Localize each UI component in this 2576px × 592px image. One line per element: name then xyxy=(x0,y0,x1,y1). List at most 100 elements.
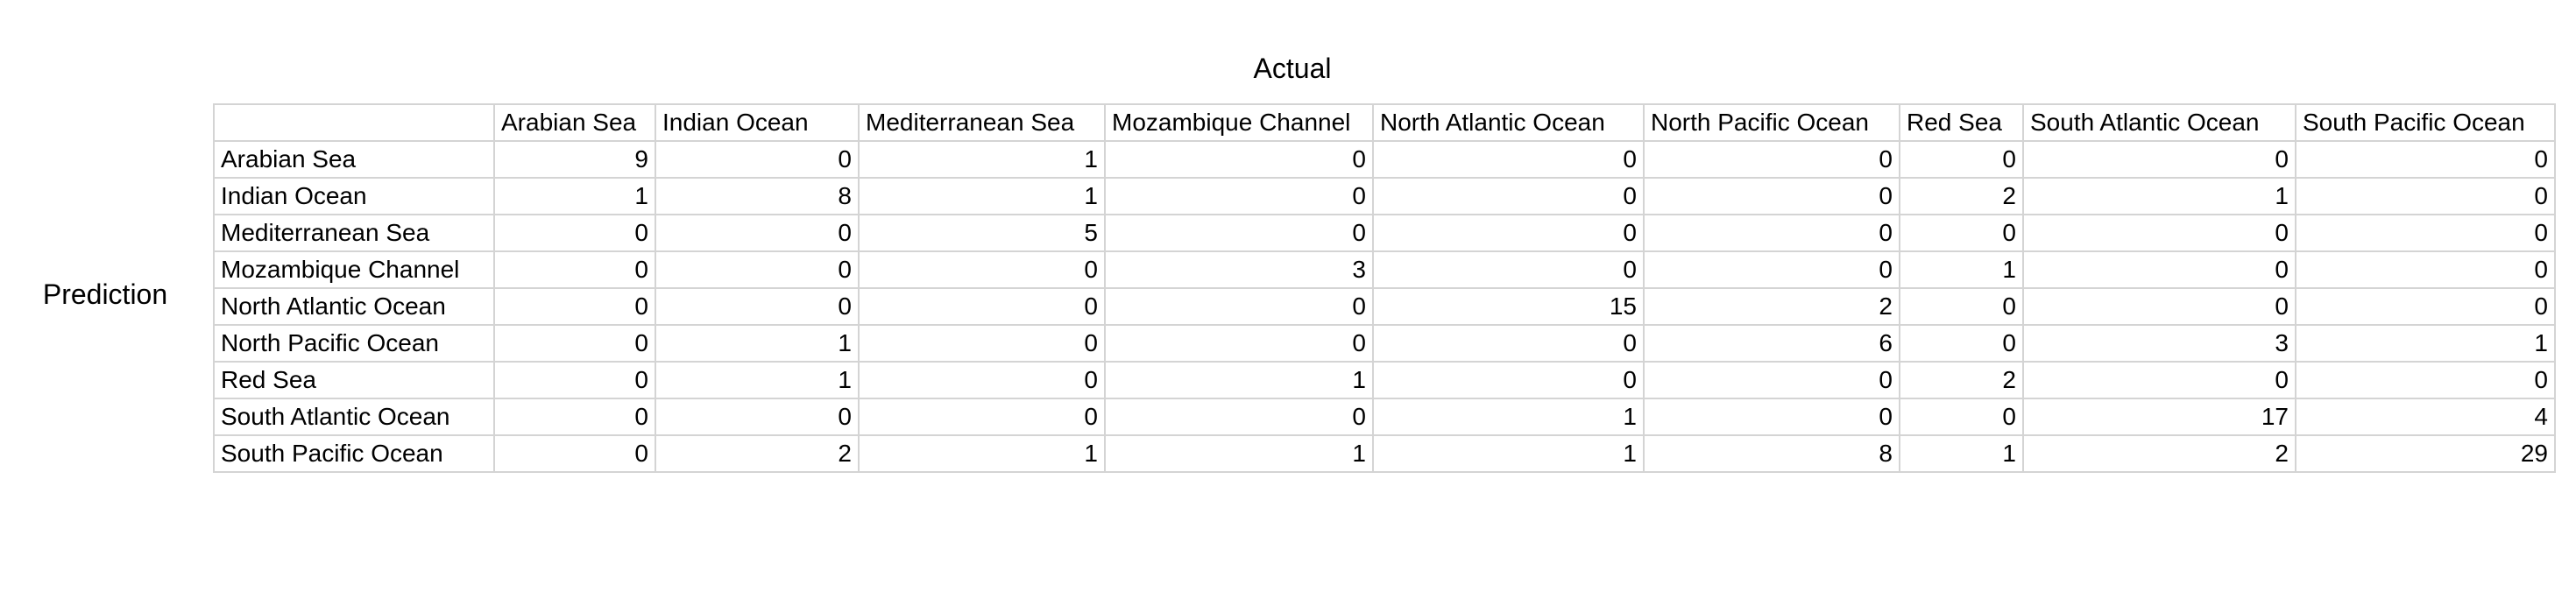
matrix-cell: 0 xyxy=(655,398,860,436)
matrix-cell: 1 xyxy=(1104,361,1374,399)
corner-cell xyxy=(213,103,495,142)
matrix-cell: 0 xyxy=(858,398,1106,436)
matrix-cell: 1 xyxy=(655,324,860,363)
matrix-cell: 0 xyxy=(1372,177,1645,215)
row-header: North Atlantic Ocean xyxy=(213,287,495,326)
matrix-cell: 0 xyxy=(1643,250,1900,289)
matrix-cell: 1 xyxy=(858,177,1106,215)
column-header: Indian Ocean xyxy=(655,103,860,142)
matrix-cell: 6 xyxy=(1643,324,1900,363)
column-header: Arabian Sea xyxy=(493,103,656,142)
row-header: North Pacific Ocean xyxy=(213,324,495,363)
matrix-cell: 2 xyxy=(1899,361,2024,399)
column-axis-label: Actual xyxy=(1253,53,1332,84)
matrix-cell: 1 xyxy=(2022,177,2296,215)
matrix-cell: 0 xyxy=(2295,250,2556,289)
matrix-cell: 1 xyxy=(493,177,656,215)
matrix-cell: 0 xyxy=(1104,177,1374,215)
matrix-cell: 3 xyxy=(2022,324,2296,363)
matrix-cell: 0 xyxy=(2022,287,2296,326)
matrix-cell: 17 xyxy=(2022,398,2296,436)
matrix-cell: 1 xyxy=(858,140,1106,179)
row-header: South Atlantic Ocean xyxy=(213,398,495,436)
matrix-cell: 0 xyxy=(1104,324,1374,363)
matrix-body: Arabian Sea 9 0 1 0 0 0 0 0 0 Indian Ocean 1 8 1 0 0 0 2 1… xyxy=(213,140,2556,473)
matrix-cell: 0 xyxy=(1899,140,2024,179)
matrix-cell: 0 xyxy=(2295,214,2556,252)
column-header: Red Sea xyxy=(1899,103,2024,142)
matrix-cell: 15 xyxy=(1372,287,1645,326)
matrix-cell: 0 xyxy=(2022,361,2296,399)
table-row: North Atlantic Ocean 0 0 0 0 15 2 0 0 0 xyxy=(213,287,2556,326)
row-header: Red Sea xyxy=(213,361,495,399)
matrix-cell: 29 xyxy=(2295,434,2556,473)
matrix-cell: 1 xyxy=(1104,434,1374,473)
matrix-cell: 1 xyxy=(1372,434,1645,473)
matrix-cell: 0 xyxy=(858,324,1106,363)
matrix-cell: 1 xyxy=(858,434,1106,473)
matrix-cell: 0 xyxy=(1643,214,1900,252)
matrix-cell: 0 xyxy=(1899,287,2024,326)
matrix-cell: 1 xyxy=(1899,434,2024,473)
matrix-cell: 0 xyxy=(493,250,656,289)
matrix-cell: 0 xyxy=(493,324,656,363)
matrix-cell: 0 xyxy=(1104,398,1374,436)
matrix-cell: 0 xyxy=(2022,250,2296,289)
matrix-cell: 0 xyxy=(493,361,656,399)
matrix-cell: 5 xyxy=(858,214,1106,252)
matrix-cell: 0 xyxy=(2295,140,2556,179)
matrix-cell: 8 xyxy=(1643,434,1900,473)
column-header: South Atlantic Ocean xyxy=(2022,103,2296,142)
matrix-cell: 0 xyxy=(655,140,860,179)
matrix-cell: 0 xyxy=(1372,250,1645,289)
matrix-cell: 0 xyxy=(858,250,1106,289)
matrix-cell: 0 xyxy=(655,250,860,289)
matrix-cell: 1 xyxy=(2295,324,2556,363)
row-header: Mozambique Channel xyxy=(213,250,495,289)
table-row: Mediterranean Sea 0 0 5 0 0 0 0 0 0 xyxy=(213,214,2556,252)
matrix-cell: 1 xyxy=(1899,250,2024,289)
matrix-cell: 2 xyxy=(1643,287,1900,326)
matrix-cell: 0 xyxy=(493,287,656,326)
matrix-cell: 0 xyxy=(2022,214,2296,252)
column-header: Mediterranean Sea xyxy=(858,103,1106,142)
matrix-cell: 9 xyxy=(493,140,656,179)
header-row: Arabian Sea Indian Ocean Mediterranean Sea… xyxy=(213,103,2556,142)
matrix-cell: 0 xyxy=(1372,361,1645,399)
matrix-cell: 0 xyxy=(493,214,656,252)
column-header: South Pacific Ocean xyxy=(2295,103,2556,142)
matrix-cell: 0 xyxy=(858,287,1106,326)
matrix-cell: 0 xyxy=(1372,140,1645,179)
row-header: Mediterranean Sea xyxy=(213,214,495,252)
matrix-cell: 0 xyxy=(2295,287,2556,326)
matrix-cell: 0 xyxy=(1643,398,1900,436)
row-header: Arabian Sea xyxy=(213,140,495,179)
matrix-cell: 2 xyxy=(1899,177,2024,215)
matrix-cell: 0 xyxy=(655,287,860,326)
matrix-cell: 0 xyxy=(1899,214,2024,252)
table-row: South Pacific Ocean 0 2 1 1 1 8 1 2 29 xyxy=(213,434,2556,473)
matrix-cell: 4 xyxy=(2295,398,2556,436)
matrix-cell: 2 xyxy=(2022,434,2296,473)
matrix-cell: 0 xyxy=(858,361,1106,399)
matrix-cell: 2 xyxy=(655,434,860,473)
matrix-cell: 0 xyxy=(1643,177,1900,215)
matrix-cell: 0 xyxy=(1104,214,1374,252)
matrix-cell: 0 xyxy=(1372,214,1645,252)
table-row: Mozambique Channel 0 0 0 3 0 0 1 0 0 xyxy=(213,250,2556,289)
row-axis-label: Prediction xyxy=(42,278,168,310)
matrix-cell: 0 xyxy=(1643,140,1900,179)
table-row: South Atlantic Ocean 0 0 0 0 1 0 0 17 4 xyxy=(213,398,2556,436)
confusion-matrix-table: Arabian Sea Indian Ocean Mediterranean Sea… xyxy=(213,103,2556,473)
matrix-cell: 0 xyxy=(1104,140,1374,179)
matrix-cell: 1 xyxy=(655,361,860,399)
matrix-cell: 8 xyxy=(655,177,860,215)
table-row: Red Sea 0 1 0 1 0 0 2 0 0 xyxy=(213,361,2556,399)
column-header: Mozambique Channel xyxy=(1104,103,1374,142)
matrix-cell: 3 xyxy=(1104,250,1374,289)
matrix-cell: 0 xyxy=(1104,287,1374,326)
table-row: North Pacific Ocean 0 1 0 0 0 6 0 3 1 xyxy=(213,324,2556,363)
column-header: North Atlantic Ocean xyxy=(1372,103,1645,142)
column-header: North Pacific Ocean xyxy=(1643,103,1900,142)
matrix-cell: 0 xyxy=(2022,140,2296,179)
